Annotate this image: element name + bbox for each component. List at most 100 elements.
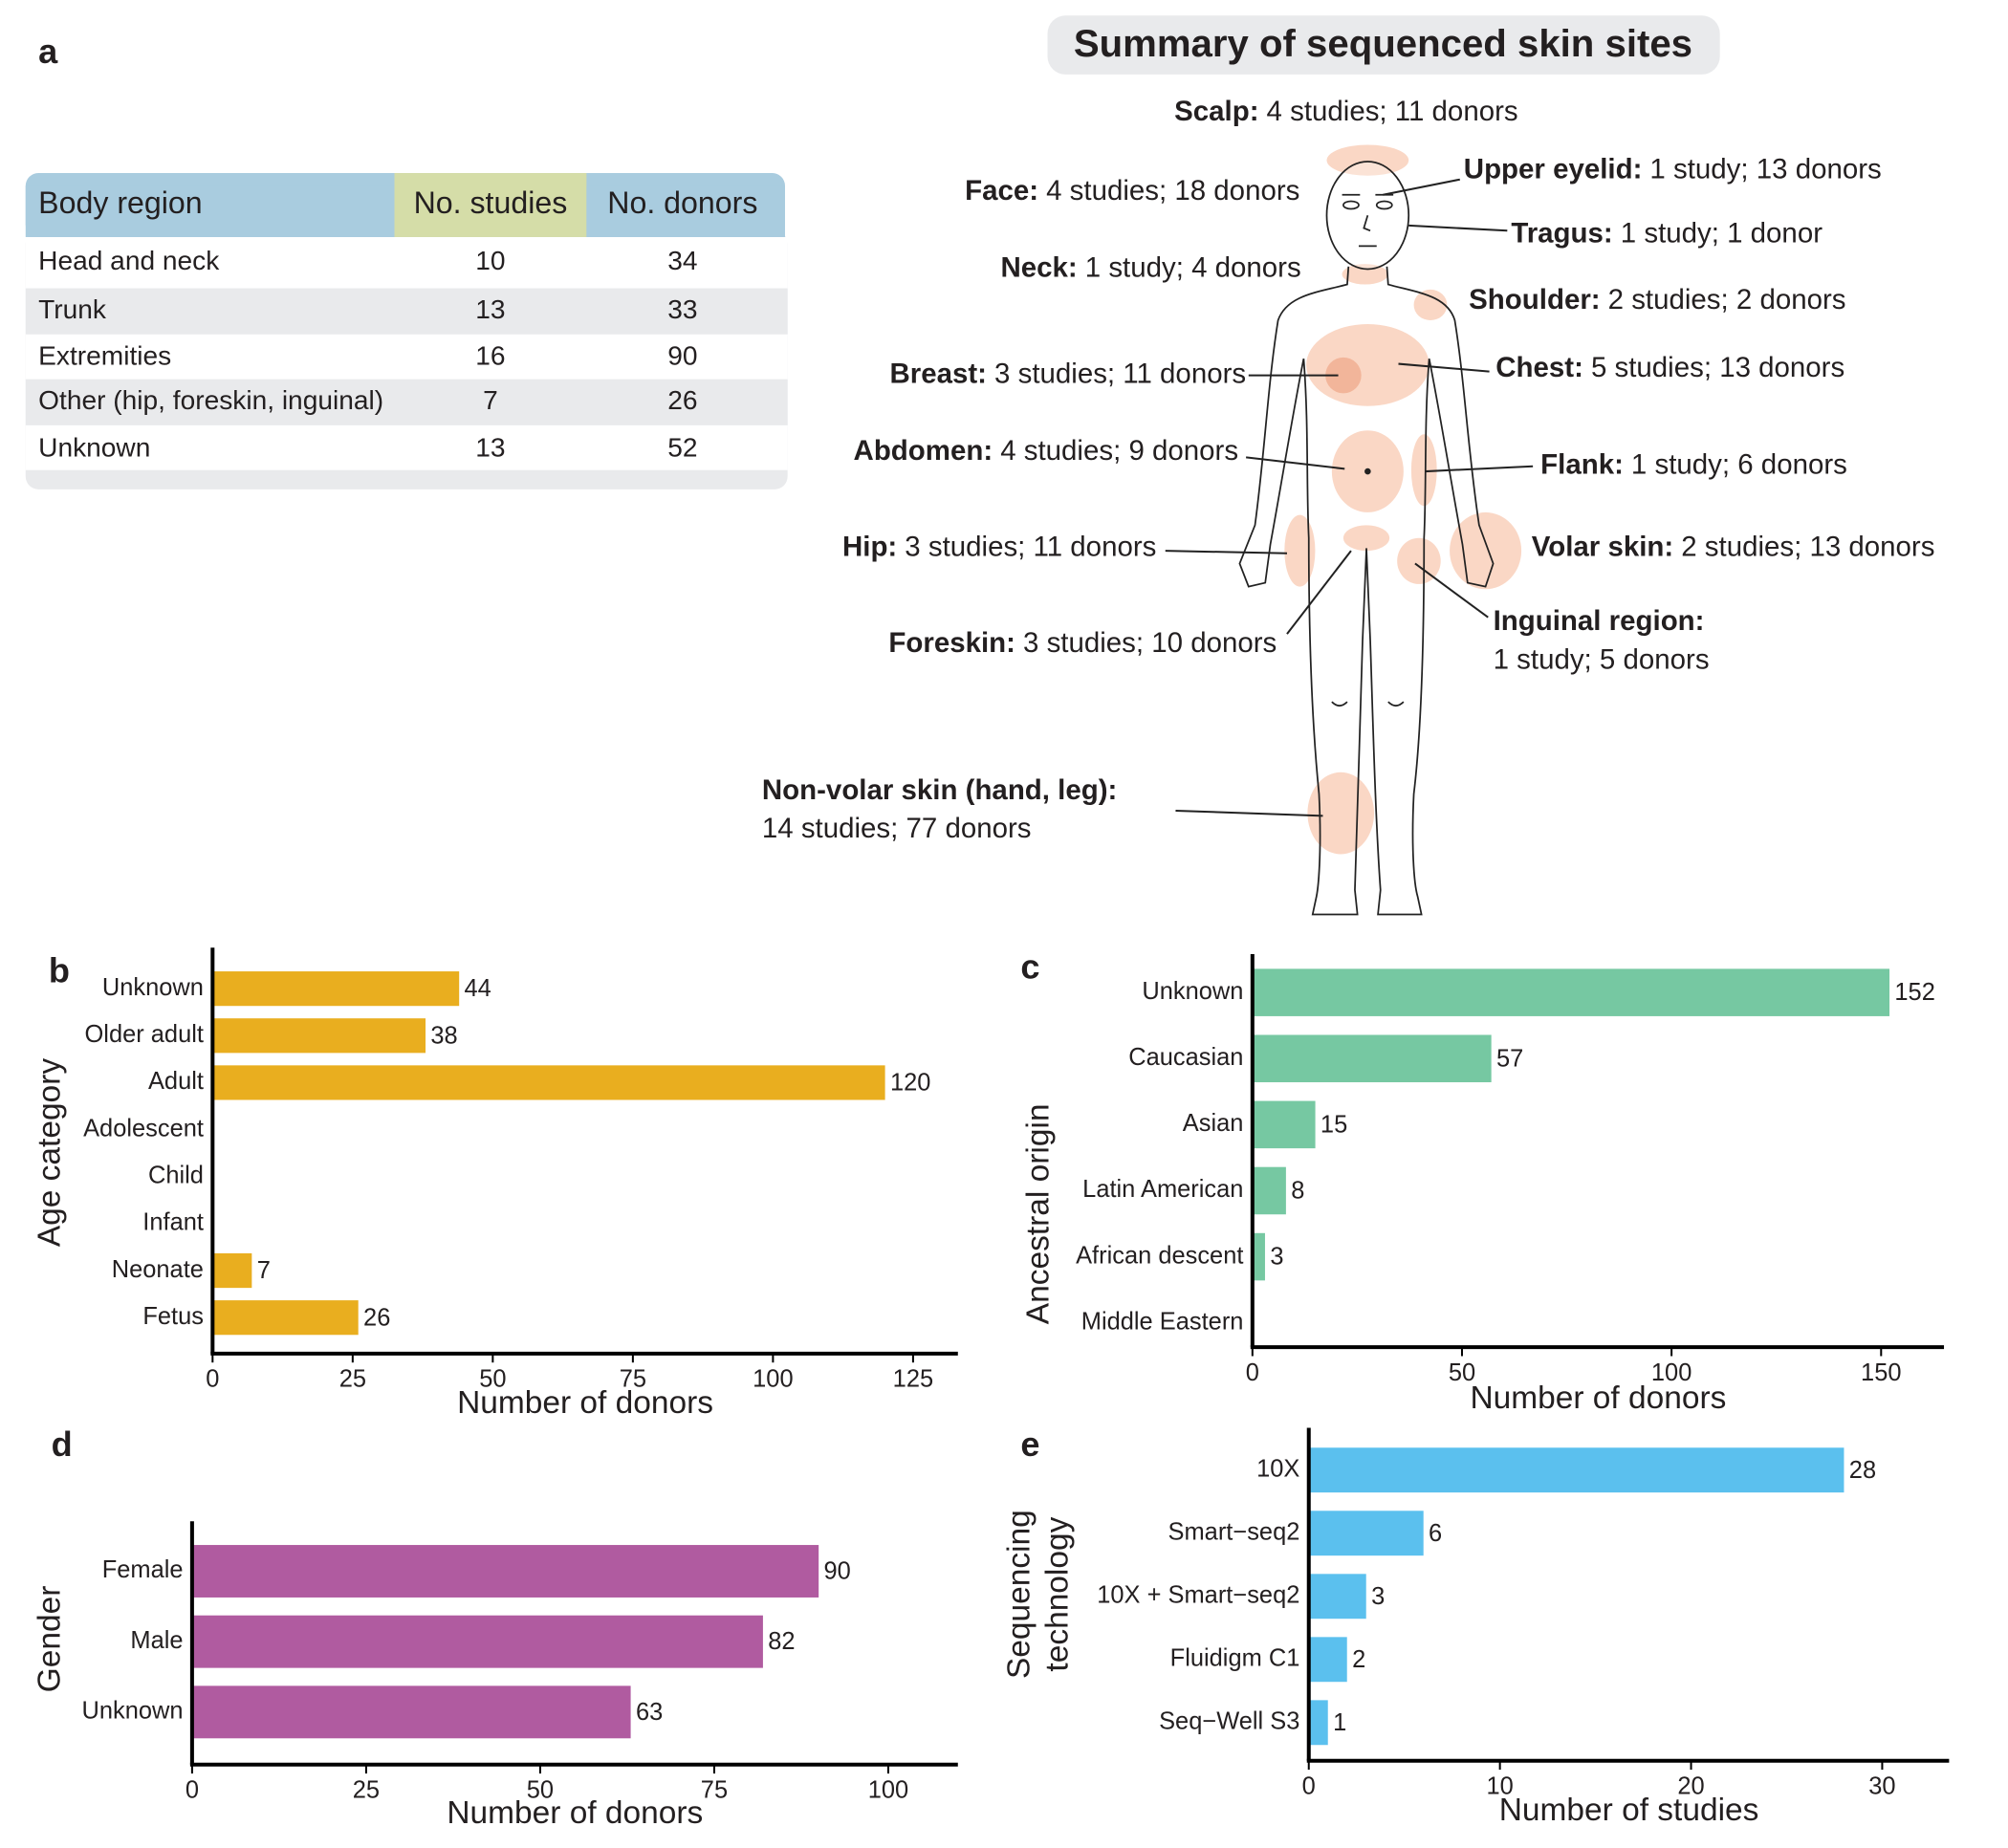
site-detail: 1 study; 1 donor [1621, 217, 1822, 249]
site-name: Flank: [1540, 448, 1624, 480]
x-axis-label: Number of donors [447, 1795, 703, 1831]
bar [1308, 1574, 1366, 1620]
bar [1308, 1447, 1844, 1493]
site-detail: 1 study; 4 donors [1085, 251, 1301, 283]
y-axis-label: Ancestral origin [1020, 1104, 1056, 1325]
y-tick-label: Neonate [112, 1256, 204, 1283]
site-label: Shoulder: 2 studies; 2 donors [1469, 284, 1845, 315]
y-tick-label: Female [102, 1556, 184, 1583]
bar [1252, 1232, 1265, 1281]
data-label: 6 [1429, 1520, 1442, 1547]
site-name: Upper eyelid: [1464, 153, 1643, 185]
body-figure [1238, 144, 1522, 916]
bar [1308, 1700, 1328, 1746]
site-detail: 1 study; 13 donors [1649, 153, 1881, 185]
x-tick-label: 25 [353, 1777, 380, 1804]
site-detail: 3 studies; 11 donors [905, 531, 1156, 562]
x-tick-label: 25 [339, 1366, 366, 1393]
y-tick-label: Older adult [85, 1021, 204, 1048]
x-axis-label: Number of studies [1499, 1793, 1759, 1828]
panel-letter: a [38, 32, 58, 71]
data-label: 63 [636, 1699, 663, 1726]
table-header: No. studies [414, 185, 568, 220]
table-cell: 33 [667, 294, 697, 324]
site-name: Volar skin: [1532, 531, 1673, 562]
bar [191, 1685, 631, 1739]
bar [212, 1065, 885, 1100]
y-tick-label: Male [130, 1627, 183, 1654]
y-axis-label: Age category [32, 1058, 67, 1247]
y-tick-label: Latin American [1082, 1176, 1243, 1203]
y-tick-label: Infant [142, 1209, 204, 1236]
site-detail: 4 studies; 9 donors [1000, 435, 1238, 467]
site-label: Chest: 5 studies; 13 donors [1495, 352, 1844, 383]
bar [1252, 1034, 1492, 1083]
table-body-white [25, 236, 788, 470]
bar [1308, 1511, 1424, 1556]
x-axis-label: Number of donors [1470, 1381, 1726, 1416]
x-tick-label: 0 [1302, 1773, 1316, 1800]
site-label: Breast: 3 studies; 11 donors [890, 358, 1247, 389]
x-tick-label: 20 [1677, 1773, 1704, 1800]
site-label: Tragus: 1 study; 1 donor [1511, 217, 1822, 249]
title-box [1047, 15, 1720, 75]
data-label: 28 [1849, 1457, 1876, 1484]
data-label: 90 [824, 1558, 851, 1585]
table-cell: 52 [667, 433, 697, 463]
x-tick-label: 50 [1449, 1359, 1475, 1386]
site-detail: 4 studies; 18 donors [1046, 175, 1299, 207]
table-cell: Other (hip, foreskin, inguinal) [38, 385, 383, 415]
table-cell: 34 [667, 246, 697, 275]
site-label: Hip: 3 studies; 11 donors [842, 531, 1156, 562]
site-label: Inguinal region: 1 study; 5 donors [1494, 605, 1710, 675]
table-row-band [25, 288, 788, 335]
site-detail: 1 study; 6 donors [1631, 448, 1847, 480]
site-name: Inguinal region: [1494, 605, 1705, 637]
x-tick-label: 75 [701, 1777, 728, 1804]
table-header: Body region [38, 185, 202, 220]
y-tick-label: Adult [148, 1068, 204, 1095]
y-tick-label: Unknown [81, 1698, 183, 1725]
site-name: Foreskin: [888, 627, 1015, 659]
x-tick-label: 50 [527, 1777, 554, 1804]
panel-letter: b [49, 951, 70, 990]
table-cell: 16 [475, 340, 505, 370]
bar [191, 1615, 763, 1668]
panel-letter: e [1020, 1424, 1039, 1464]
data-label: 82 [768, 1628, 795, 1655]
data-label: 7 [257, 1257, 271, 1284]
skin-site-highlights [1284, 144, 1522, 855]
site-label: Scalp: 4 studies; 11 donors [1174, 96, 1518, 127]
table-cell: 7 [483, 385, 498, 415]
site-detail: 2 studies; 2 donors [1608, 284, 1846, 315]
site-detail: 14 studies; 77 donors [762, 813, 1032, 844]
table-cell: 13 [475, 294, 505, 324]
y-tick-label: Smart−seq2 [1168, 1518, 1300, 1545]
site-label: Abdomen: 4 studies; 9 donors [854, 435, 1239, 467]
bar [1308, 1637, 1347, 1683]
table-cell: Unknown [38, 433, 150, 463]
bar [212, 1018, 426, 1054]
x-tick-label: 0 [1246, 1359, 1259, 1386]
site-name: Face: [965, 175, 1038, 207]
bar [1252, 1166, 1286, 1215]
site-name: Hip: [842, 531, 897, 562]
data-label: 152 [1894, 979, 1934, 1006]
site-detail: 4 studies; 11 donors [1267, 96, 1518, 127]
y-tick-label: Fetus [142, 1303, 204, 1330]
site-name: Neck: [1000, 251, 1077, 283]
data-label: 2 [1352, 1646, 1365, 1673]
data-label: 120 [890, 1069, 930, 1096]
bar [1252, 1100, 1316, 1149]
y-axis-label: technology [1039, 1516, 1075, 1671]
site-name: Scalp: [1174, 96, 1258, 127]
leader-lines [1165, 178, 1534, 817]
table-cell: 26 [667, 385, 697, 415]
site-detail: 2 studies; 13 donors [1681, 531, 1934, 562]
y-tick-label: Adolescent [83, 1115, 204, 1141]
data-label: 38 [430, 1022, 457, 1049]
x-tick-label: 10 [1486, 1773, 1513, 1800]
table-header-cell [394, 173, 587, 237]
site-label: Flank: 1 study; 6 donors [1540, 448, 1847, 480]
